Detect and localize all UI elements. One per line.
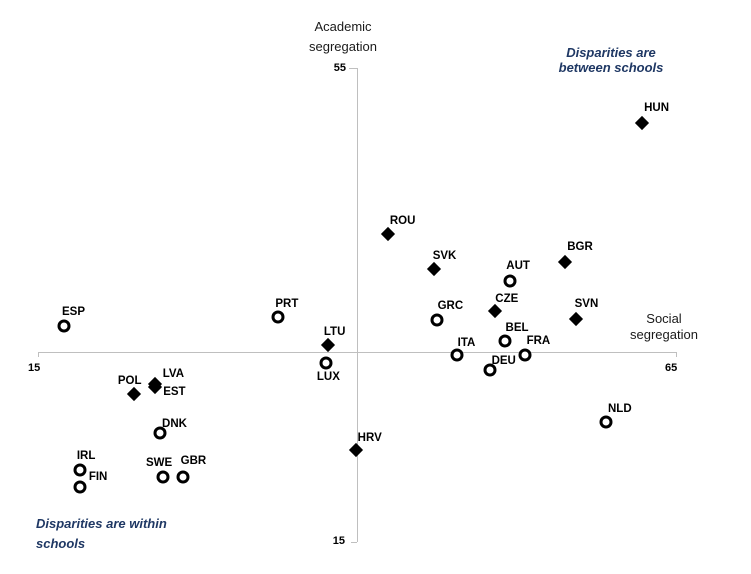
point-label-swe: SWE [145,456,173,469]
point-irl [73,463,87,477]
annotation-within-schools: Disparities are within schools [36,516,167,551]
point-label-pol: POL [117,374,142,387]
annotation-between-schools: Disparities are between schools [558,45,664,75]
point-pol [126,386,141,401]
point-label-lva: LVA [162,368,185,381]
point-label-irl: IRL [76,449,96,462]
point-svn [569,312,584,327]
point-label-lux: LUX [316,371,340,384]
point-label-deu: DEU [491,355,516,368]
x-axis-line [38,352,676,354]
x-axis-min-tick-label: 15 [28,362,41,374]
point-label-cze: CZE [495,292,519,305]
point-swe [156,470,170,484]
point-nld [599,415,613,429]
point-label-gbr: GBR [180,454,207,467]
point-label-fra: FRA [526,334,551,347]
point-label-ita: ITA [457,336,476,349]
point-label-rou: ROU [389,214,416,227]
x-axis-title: Social segregation [630,311,698,342]
point-label-bgr: BGR [567,241,593,254]
x-axis-right-tick [676,352,677,358]
point-ltu [320,338,335,353]
y-axis-min-tick-label: 15 [332,535,345,547]
point-esp [57,319,71,333]
point-grc [430,313,444,327]
point-deu [483,363,497,377]
point-fra [518,348,532,362]
point-label-est: EST [163,385,186,398]
point-label-bel: BEL [505,321,529,334]
x-axis-max-tick-label: 65 [665,362,678,374]
point-hun [634,115,649,130]
point-cze [487,303,502,318]
y-axis-bottom-tick [351,542,357,543]
point-label-esp: ESP [62,306,86,319]
point-label-nld: NLD [607,403,632,416]
point-ita [450,348,464,362]
point-rou [380,226,395,241]
y-axis-max-tick-label: 55 [333,62,346,74]
point-aut [503,274,517,288]
point-lux [319,356,333,370]
y-axis-top-tick [349,68,357,69]
point-fin [73,480,87,494]
point-label-grc: GRC [437,300,464,313]
point-dnk [153,426,167,440]
point-hrv [348,442,363,457]
point-label-prt: PRT [275,297,299,310]
point-label-svk: SVK [432,250,457,263]
x-axis-left-tick [38,352,39,358]
point-label-svn: SVN [574,298,599,311]
point-label-aut: AUT [506,260,530,273]
y-axis-title: Academic segregation [309,19,377,54]
point-bel [498,334,512,348]
point-label-fin: FIN [88,471,108,484]
y-axis-line [357,68,358,542]
point-label-dnk: DNK [162,417,187,430]
point-bgr [557,255,573,270]
point-label-ltu: LTU [323,326,346,339]
point-prt [271,310,285,324]
point-label-hun: HUN [644,101,670,114]
point-svk [426,262,441,277]
point-gbr [176,470,190,484]
point-label-hrv: HRV [357,431,382,444]
